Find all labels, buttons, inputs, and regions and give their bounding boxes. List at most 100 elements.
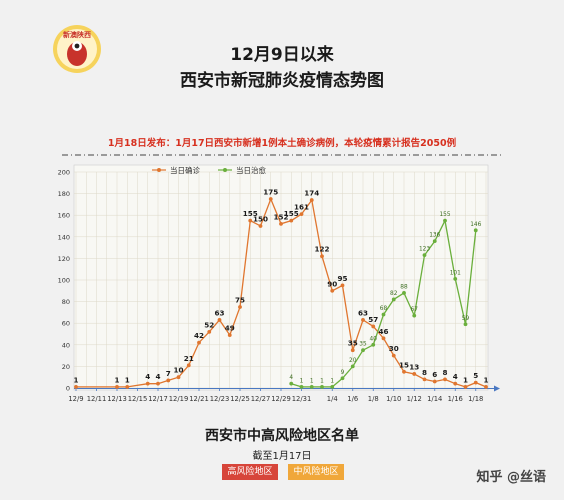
data-label: 4 (145, 372, 150, 381)
data-point (279, 221, 283, 226)
data-point (156, 381, 160, 386)
data-point (309, 385, 314, 389)
data-point (453, 381, 458, 386)
data-label: 46 (378, 327, 388, 336)
data-point (176, 375, 181, 380)
data-point (391, 353, 396, 358)
data-point (299, 212, 304, 217)
data-point (361, 348, 365, 353)
data-label: 1 (330, 378, 334, 384)
data-point (145, 381, 150, 386)
data-label: 88 (400, 284, 408, 290)
data-point (125, 385, 130, 389)
data-label: 52 (204, 320, 214, 329)
y-tick-label: 0 (66, 385, 70, 393)
x-tick-label: 12/9 (68, 395, 83, 403)
x-tick-label: 12/11 (87, 395, 107, 403)
data-point (371, 324, 376, 329)
data-point (217, 318, 222, 322)
data-point (402, 369, 406, 374)
x-tick-label: 1/12 (407, 395, 422, 403)
data-point (432, 379, 437, 384)
data-point (432, 239, 437, 244)
data-label: 174 (304, 189, 319, 198)
data-label: 1 (114, 375, 119, 384)
data-label: 155 (284, 209, 299, 218)
data-point (340, 283, 345, 288)
data-label: 136 (429, 233, 440, 239)
data-label: 40 (370, 336, 378, 342)
y-tick-label: 80 (62, 298, 70, 306)
data-label: 75 (235, 296, 245, 305)
data-label: 1 (320, 378, 324, 384)
data-label: 122 (314, 245, 329, 254)
x-tick-label: 12/17 (148, 395, 168, 403)
data-label: 1 (463, 375, 468, 384)
series-labels: 1 1 1 4 4 7 1021425263497515515017515215516117… (73, 188, 488, 385)
data-label: 10 (173, 366, 183, 375)
data-label: 8 (422, 368, 427, 377)
logo-badge: 新澳陕西 (53, 25, 101, 73)
data-point (422, 377, 427, 382)
legend-confirmed: 当日确诊 (170, 165, 200, 175)
x-tick-label: 12/25 (230, 395, 250, 403)
data-point (166, 378, 171, 383)
data-label: 155 (439, 212, 450, 218)
data-point (381, 336, 386, 341)
data-label: 82 (390, 291, 398, 297)
data-label: 4 (289, 375, 293, 381)
data-point (473, 228, 478, 233)
data-point (248, 218, 253, 223)
high-risk-button[interactable]: 高风险地区 (222, 464, 278, 480)
y-tick-label: 160 (58, 212, 70, 220)
data-point (74, 385, 78, 389)
data-label: 35 (359, 342, 367, 348)
announcement-text: 1月18日发布：1月17日西安市新增1例本土确诊病例，本轮疫情累计报告2050例 (107, 138, 457, 149)
data-point (412, 372, 417, 376)
data-label: 1 (125, 375, 130, 384)
data-label: 1 (310, 378, 314, 384)
data-label: 161 (294, 203, 309, 212)
data-point (391, 297, 396, 302)
data-point (463, 322, 468, 327)
series-points (74, 197, 488, 389)
data-point (453, 277, 458, 281)
data-point (350, 348, 355, 353)
data-point (340, 376, 345, 381)
data-point (299, 385, 304, 389)
watermark: 知乎 @丝语 (476, 470, 546, 485)
data-label: 123 (419, 247, 430, 253)
y-tick-label: 200 (58, 169, 70, 177)
data-label: 20 (349, 358, 357, 364)
data-label: 1 (73, 375, 78, 384)
title-line-2: 西安市新冠肺炎疫情态势图 (180, 71, 384, 91)
data-label: 59 (462, 316, 470, 322)
data-point (350, 364, 355, 369)
data-point (473, 380, 478, 385)
data-point (371, 342, 376, 347)
horizontal-grid (74, 171, 488, 389)
mascot-icon (67, 42, 87, 66)
x-tick-label: 12/29 (271, 395, 291, 403)
data-point (320, 385, 324, 389)
y-tick-label: 60 (62, 320, 70, 328)
data-point (412, 313, 417, 318)
logo-text: 新澳陕西 (63, 30, 91, 39)
data-point (361, 318, 365, 322)
data-label: 150 (253, 215, 268, 224)
data-point (207, 329, 212, 334)
y-tick-label: 40 (62, 341, 70, 349)
data-label: 35 (348, 339, 358, 348)
y-tick-label: 20 (62, 363, 70, 371)
x-tick-label: 1/6 (347, 395, 358, 403)
data-label: 1 (300, 378, 304, 384)
x-axis-ticks: 12/9 12/11 12/13 12/15 12/17 12/19 12/21 12/23 1… (68, 388, 483, 403)
medium-risk-button[interactable]: 中风险地区 (288, 464, 344, 480)
data-point (463, 385, 468, 389)
data-point (443, 377, 447, 382)
data-point (268, 197, 273, 201)
data-label: 155 (243, 209, 258, 218)
data-point (186, 363, 191, 368)
risk-area-title: 西安市中高风险地区名单 (205, 428, 359, 444)
